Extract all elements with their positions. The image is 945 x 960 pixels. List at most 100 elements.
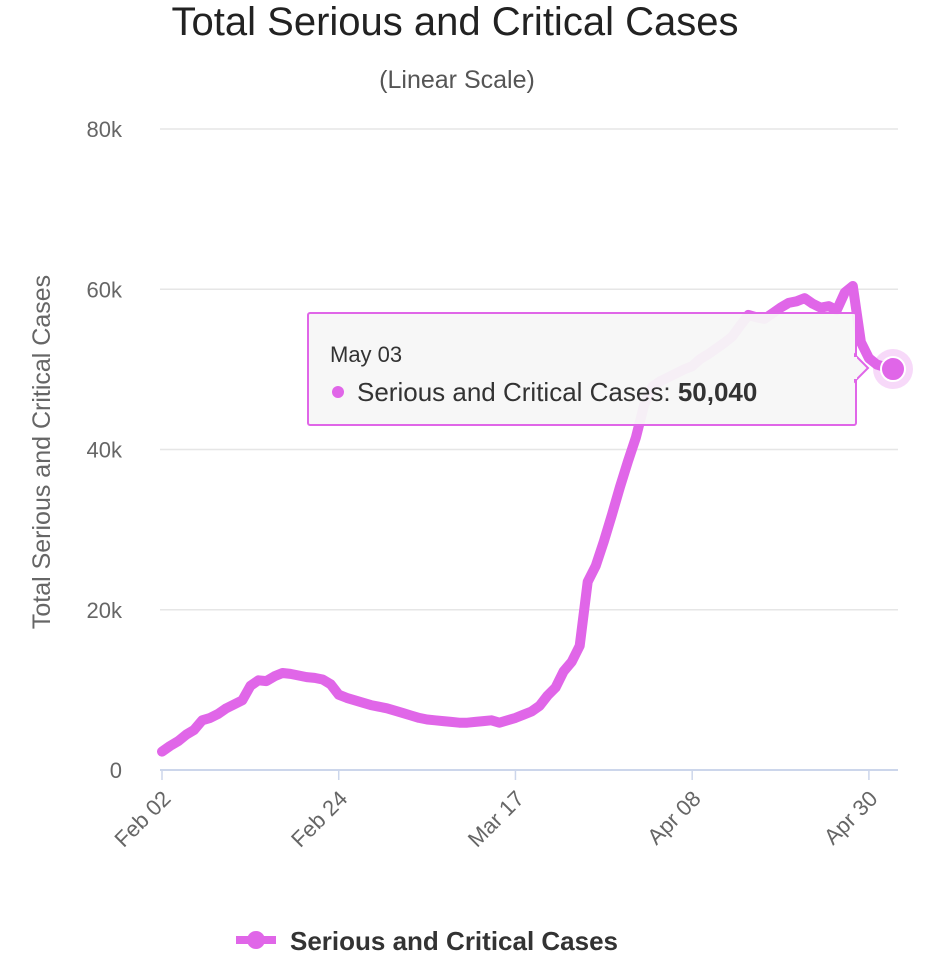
data-point[interactable]: Mar 04: 6800 [407,712,415,720]
data-point[interactable]: Apr 21: 58500 [793,297,801,305]
data-point[interactable]: Mar 20: 8000 [536,702,544,710]
data-point[interactable]: Feb 13: 10500 [246,682,254,690]
y-tick-label: 0 [110,758,122,783]
data-point[interactable]: Feb 20: 11600 [303,673,311,681]
data-point[interactable]: Apr 24: 57700 [817,304,825,312]
data-point[interactable]: Feb 08: 6500 [206,714,214,722]
data-point[interactable]: Feb 27: 8400 [359,699,367,707]
data-point[interactable]: Mar 31: 38500 [624,458,632,466]
data-point[interactable]: Mar 13: 6100 [479,717,487,725]
tooltip-pointer-mask [850,357,857,379]
data-point[interactable]: Feb 25: 9000 [343,694,351,702]
data-point[interactable]: Mar 29: 31800 [608,511,616,519]
data-point[interactable]: Feb 19: 11800 [295,672,303,680]
data-point[interactable]: Mar 28: 28500 [600,538,608,546]
data-point[interactable]: Mar 10: 5900 [455,719,463,727]
data-point[interactable]: Feb 07: 6200 [198,716,206,724]
data-point[interactable]: Feb 21: 11500 [311,674,319,682]
data-point[interactable]: Apr 29: 53400 [857,338,865,346]
legend-item-label: Serious and Critical Cases [290,926,618,956]
tooltip-value: 50,040 [678,377,758,407]
data-point[interactable]: Feb 14: 11200 [254,676,262,684]
data-point[interactable]: Mar 22: 10300 [552,684,560,692]
data-point[interactable]: Feb 05: 4400 [182,731,190,739]
tooltip-series-label: Serious and Critical Cases: [357,377,678,407]
data-point[interactable]: Mar 21: 9300 [544,692,552,700]
data-point[interactable]: Apr 22: 58900 [801,294,809,302]
y-axis-label: Total Serious and Critical Cases [28,275,56,629]
data-point[interactable]: Mar 03: 7100 [399,709,407,717]
tooltip-box [307,312,857,426]
data-point[interactable]: Mar 01: 7700 [383,704,391,712]
legend[interactable]: Serious and Critical Cases [236,926,618,956]
data-point[interactable]: Mar 02: 7400 [391,707,399,715]
data-point[interactable]: Mar 12: 6000 [471,718,479,726]
data-point[interactable]: Apr 30: 51400 [865,354,873,362]
data-point[interactable]: Feb 10: 7700 [222,704,230,712]
x-axis-ticks: Feb 02 Feb 24 Mar 17 Apr 08 Apr 30 [109,770,882,852]
y-tick-label: 20k [87,598,123,623]
data-point[interactable]: Feb 09: 7000 [214,710,222,718]
data-point[interactable]: Mar 24: 13500 [568,658,576,666]
data-point[interactable]: Feb 18: 12000 [287,670,295,678]
data-point[interactable]: Feb 11: 8200 [230,700,238,708]
data-point[interactable]: Feb 23: 10700 [327,680,335,688]
y-axis-ticks: 0 20k 40k 60k 80k [87,117,123,783]
y-tick-label: 80k [87,117,123,142]
chart-title: Total Serious and Critical Cases [172,0,739,44]
chart-subtitle: (Linear Scale) [379,66,535,94]
data-point[interactable]: Apr 27: 59600 [841,289,849,297]
x-tick-label: Feb 24 [286,786,352,852]
data-point[interactable]: Mar 27: 25500 [592,562,600,570]
data-point[interactable]: Apr 28: 60400 [849,282,857,290]
data-point[interactable]: Feb 26: 8700 [351,696,359,704]
data-point[interactable]: Feb 22: 11300 [319,676,327,684]
data-point[interactable]: Mar 23: 12300 [560,667,568,675]
data-point[interactable]: Feb 15: 11100 [262,677,270,685]
data-point[interactable]: Feb 03: 3000 [166,742,174,750]
data-point[interactable]: Apr 19: 57700 [777,304,785,312]
data-point[interactable]: Mar 09: 6000 [447,718,455,726]
data-point[interactable]: Mar 25: 15500 [576,642,584,650]
data-point[interactable]: Mar 15: 5900 [495,719,503,727]
data-point[interactable]: Feb 12: 8700 [238,696,246,704]
legend-marker-icon [247,931,265,949]
tooltip-line: Serious and Critical Cases: 50,040 [357,377,757,407]
data-point[interactable]: Mar 30: 35300 [616,483,624,491]
data-point[interactable]: Apr 25: 57900 [825,302,833,310]
data-point[interactable]: Mar 08: 6100 [439,717,447,725]
x-tick-label: Mar 17 [463,786,529,852]
data-point[interactable]: Mar 19: 7300 [528,708,536,716]
data-point[interactable]: Mar 17: 6500 [512,714,520,722]
tooltip-series-marker [332,386,344,398]
data-point[interactable]: Feb 06: 5000 [190,726,198,734]
tooltip: May 03 Serious and Critical Cases: 50,04… [307,312,870,426]
data-point[interactable]: Feb 02: 2300 [158,748,166,756]
grid-lines [160,128,898,771]
hover-point[interactable] [880,356,906,383]
data-point[interactable]: Feb 29: 7900 [375,703,383,711]
data-point[interactable]: Mar 06: 6300 [423,716,431,724]
data-point[interactable]: Mar 05: 6500 [415,714,423,722]
data-point[interactable]: Mar 11: 5900 [463,719,471,727]
data-point[interactable]: Apr 23: 58200 [809,300,817,308]
y-tick-label: 60k [87,277,123,302]
data-point[interactable]: Feb 04: 3600 [174,737,182,745]
data-point[interactable]: Mar 07: 6200 [431,716,439,724]
tooltip-date: May 03 [330,342,402,367]
data-point[interactable]: Mar 18: 6900 [520,711,528,719]
data-point[interactable]: Feb 16: 11700 [271,672,279,680]
data-point[interactable]: Feb 24: 9400 [335,691,343,699]
x-tick-label: Apr 08 [642,786,706,850]
y-tick-label: 40k [87,438,123,463]
data-point[interactable]: Feb 28: 8100 [367,701,375,709]
data-point[interactable]: Feb 17: 12100 [279,669,287,677]
x-tick-label: Apr 30 [819,786,883,850]
data-point[interactable]: Mar 14: 6200 [487,716,495,724]
data-point[interactable]: Mar 16: 6200 [503,716,511,724]
data-point[interactable]: Mar 26: 23500 [584,578,592,586]
data-point[interactable]: Apr 01: 41500 [632,434,640,442]
x-tick-label: Feb 02 [109,786,175,852]
data-point[interactable]: Apr 20: 58300 [785,299,793,307]
